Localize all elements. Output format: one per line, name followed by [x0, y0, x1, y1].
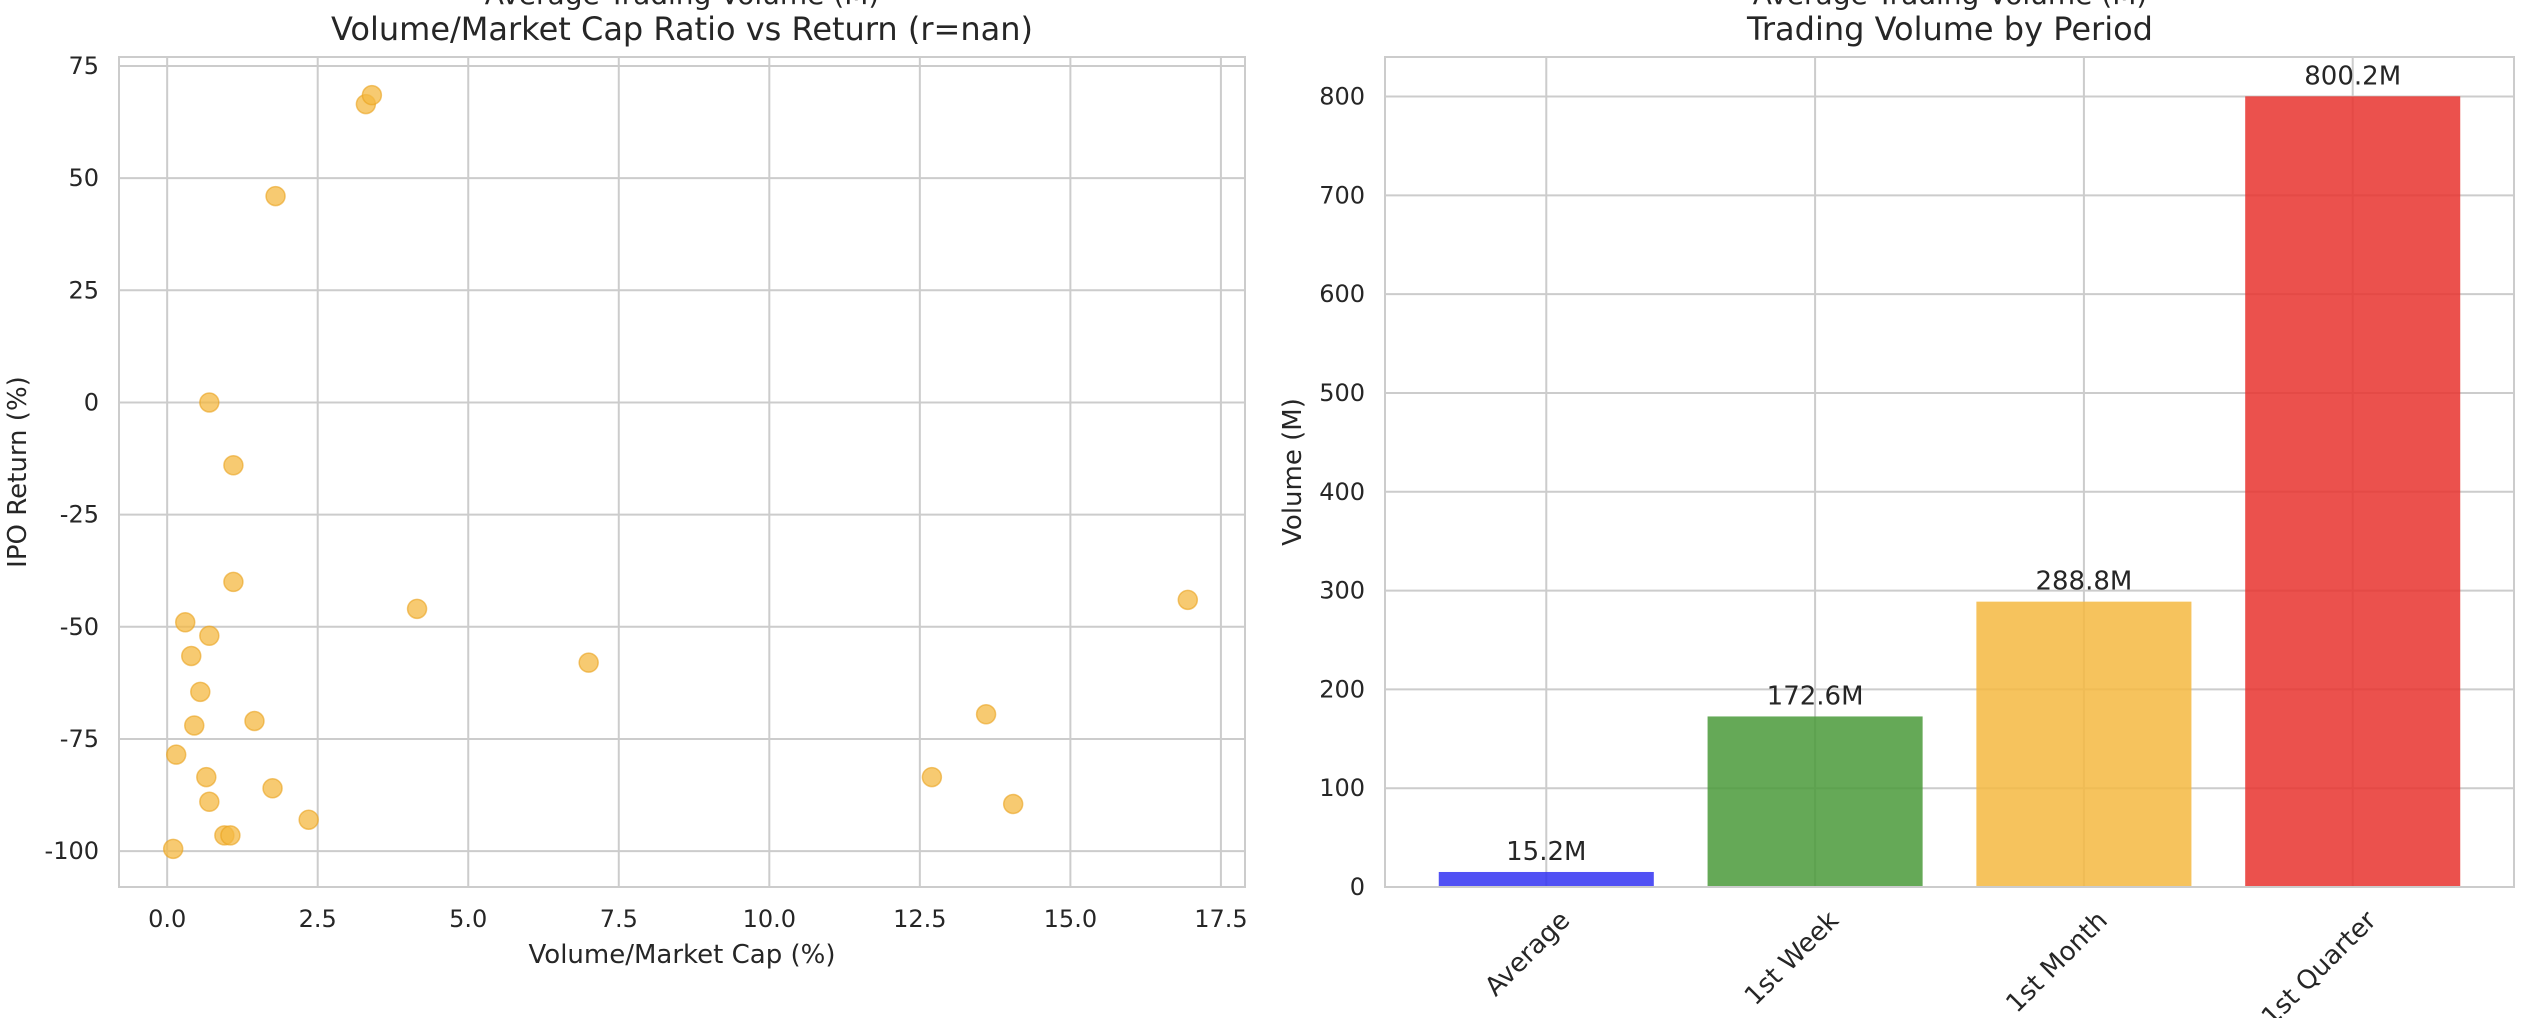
scatter-point [223, 455, 244, 476]
scatter-x-tick-label: 5.0 [449, 905, 487, 933]
bar-title: Trading Volume by Period [1746, 10, 2153, 48]
bar-y-tick-label: 0 [1350, 873, 1365, 901]
scatter-x-tick-label: 7.5 [600, 905, 638, 933]
scatter-point [190, 681, 211, 703]
scatter-point [244, 710, 265, 732]
bar [1976, 601, 2192, 887]
scatter-point [1002, 793, 1024, 815]
scatter-y-tick-label: -75 [60, 725, 99, 753]
scatter-points [162, 84, 1199, 860]
scatter-point [165, 744, 187, 765]
scatter-point [578, 652, 599, 673]
scatter-point [196, 766, 217, 788]
bar-value-label: 172.6M [1767, 681, 1864, 711]
scatter-panel: Average Trading Volume (M) Volume/Market… [3, 0, 1248, 970]
scatter-point [223, 571, 244, 593]
bar-x-tick-label: Average [1479, 906, 1576, 1003]
scatter-x-tick-label: 15.0 [1044, 905, 1097, 933]
bar-y-tick-label: 700 [1319, 181, 1365, 209]
bar-y-tick-labels: 0 100 200 300 400 500 600 700 800 [1319, 83, 1365, 901]
scatter-y-axis-label: IPO Return (%) [3, 376, 33, 568]
scatter-x-axis-label: Volume/Market Cap (%) [529, 940, 836, 970]
scatter-x-tick-label: 17.5 [1194, 905, 1247, 933]
bar [1707, 716, 1923, 887]
scatter-point [975, 704, 997, 725]
scatter-point [298, 809, 319, 830]
scatter-y-tick-label: 50 [68, 164, 99, 192]
bar-panel: Average Trading Volume (M) Trading Volum… [1278, 0, 2515, 1018]
scatter-title: Volume/Market Cap Ratio vs Return (r=nan… [331, 10, 1033, 48]
scatter-x-tick-label: 12.5 [893, 905, 946, 933]
scatter-point [265, 185, 286, 207]
scatter-plot-frame [118, 56, 1246, 888]
scatter-point [199, 791, 220, 813]
bar-suptitle: Average Trading Volume (M) [1753, 0, 2148, 11]
bar-x-tick-label: 1st Week [1739, 906, 1845, 1012]
scatter-point [1177, 589, 1199, 611]
scatter-grid [119, 57, 1245, 887]
scatter-point [199, 392, 220, 413]
bar-y-tick-label: 600 [1319, 280, 1365, 308]
scatter-point [921, 766, 943, 788]
bar-y-tick-label: 200 [1319, 675, 1365, 703]
scatter-point [361, 84, 383, 106]
scatter-y-tick-label: 25 [68, 276, 99, 304]
scatter-point [262, 778, 283, 799]
bar-y-axis-label: Volume (M) [1278, 398, 1308, 546]
bar-y-tick-label: 400 [1319, 478, 1365, 506]
scatter-x-tick-label: 2.5 [299, 905, 337, 933]
scatter-point [220, 825, 241, 846]
scatter-point [406, 598, 428, 620]
scatter-point [199, 625, 220, 647]
bar-plot-frame [1384, 56, 2515, 888]
bar-value-labels: 15.2M 172.6M 288.8M 800.2M [1506, 61, 2401, 867]
bar-value-label: 288.8M [2035, 567, 2132, 597]
scatter-point [162, 838, 184, 860]
scatter-y-tick-label: -100 [45, 837, 99, 865]
bar-value-label: 15.2M [1506, 837, 1586, 867]
scatter-x-tick-label: 0.0 [148, 905, 186, 933]
scatter-suptitle: Average Trading Volume (M) [485, 0, 880, 11]
scatter-y-tick-labels: 75 50 25 0 -25 -50 -75 -100 [45, 52, 99, 865]
scatter-y-tick-label: -25 [60, 501, 99, 529]
scatter-point [181, 645, 202, 667]
scatter-point [174, 612, 196, 633]
bar-bars [1438, 96, 2461, 888]
scatter-x-tick-labels: 0.0 2.5 5.0 7.5 10.0 12.5 15.0 17.5 [148, 905, 1248, 933]
bar-value-label: 800.2M [2304, 61, 2401, 91]
bar-y-tick-label: 500 [1319, 379, 1365, 407]
bar-x-tick-label: 1st Month [2001, 906, 2114, 1018]
bar-x-tick-label: 1st Quarter [2256, 905, 2383, 1018]
bar [1438, 871, 1654, 887]
bar-y-tick-label: 800 [1319, 83, 1365, 111]
bar-y-tick-label: 100 [1319, 774, 1365, 802]
bar [2245, 96, 2461, 888]
bar-y-tick-label: 300 [1319, 577, 1365, 605]
scatter-point [184, 715, 205, 736]
scatter-x-tick-label: 10.0 [743, 905, 796, 933]
scatter-y-tick-label: 0 [84, 388, 99, 416]
scatter-y-tick-label: 75 [68, 52, 99, 80]
scatter-y-tick-label: -50 [60, 613, 99, 641]
bar-x-tick-labels: Average 1st Week 1st Month 1st Quarter [1479, 905, 2382, 1018]
